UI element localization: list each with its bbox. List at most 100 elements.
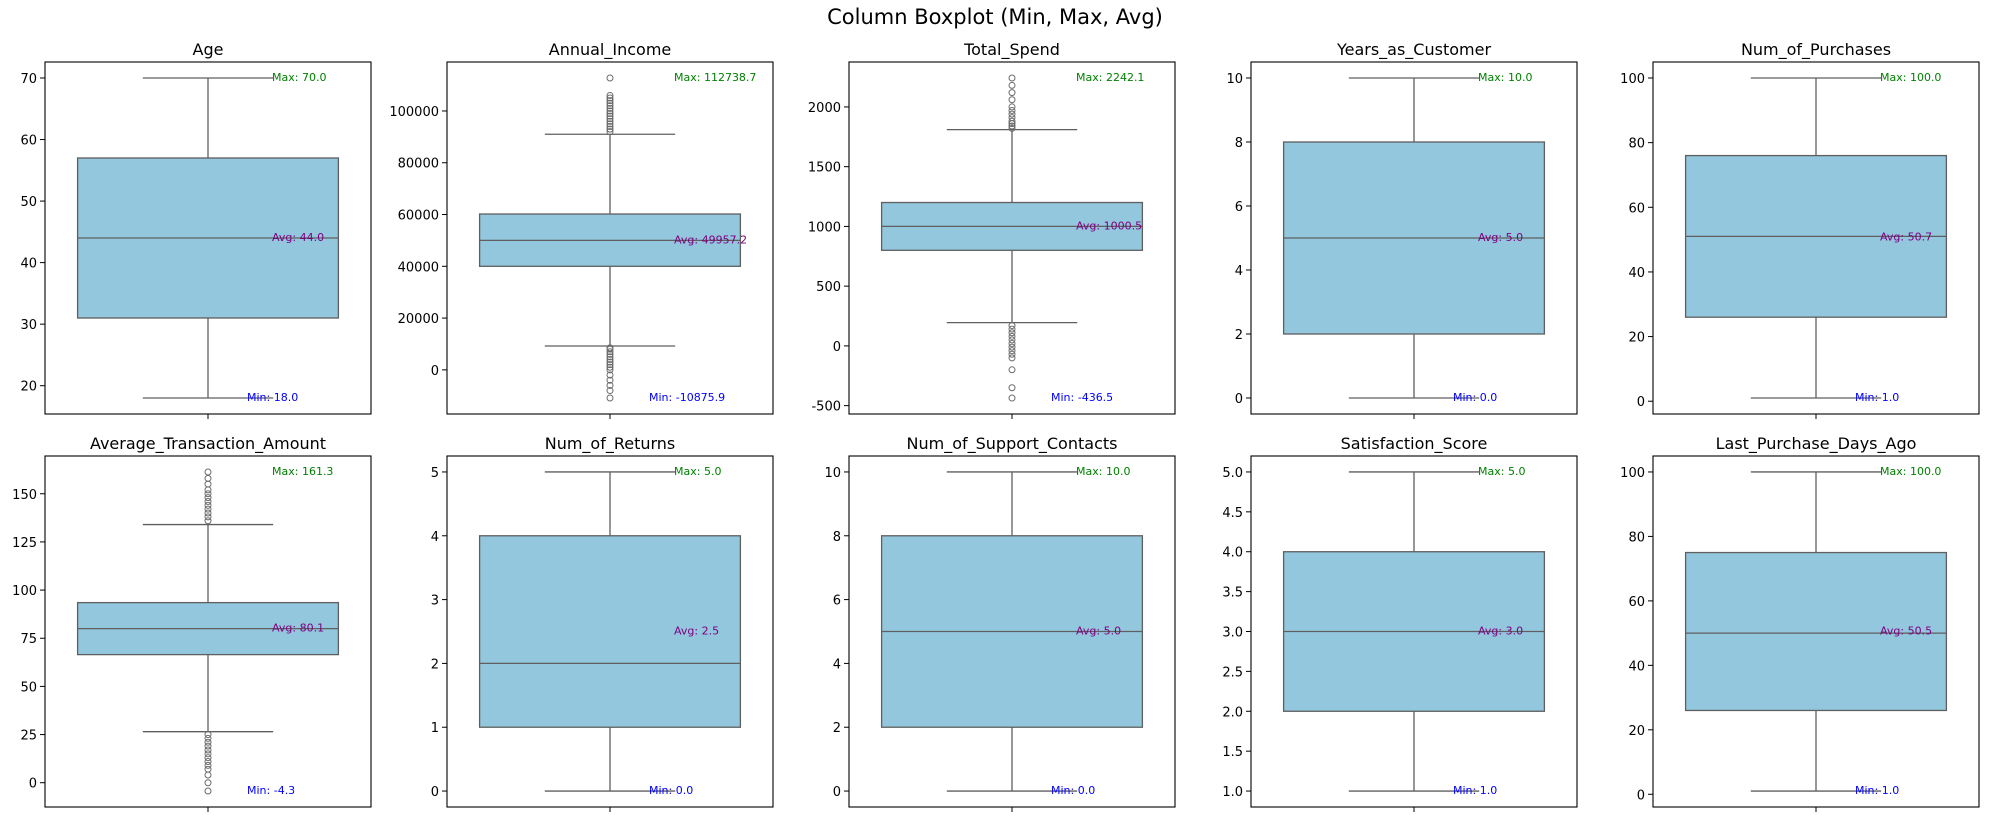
- outlier-point: [1008, 107, 1016, 115]
- outlier-point: [606, 345, 614, 353]
- outlier-point: [204, 771, 212, 779]
- y-tick-label: 0: [431, 364, 439, 379]
- y-tick-label: 4: [431, 530, 439, 545]
- y-tick-label: 5.0: [1222, 466, 1243, 481]
- y-tick-label: 100: [12, 584, 37, 599]
- avg-label: Avg: 3.0: [1478, 625, 1523, 638]
- min-label: Min: 18.0: [247, 391, 298, 404]
- outlier-point: [204, 754, 212, 762]
- y-tick-label: 2.5: [1222, 665, 1243, 680]
- avg-label: Avg: 80.1: [272, 621, 324, 634]
- y-tick-label: 2: [1235, 328, 1243, 343]
- outlier-point: [1008, 124, 1016, 132]
- max-label: Max: 100.0: [1880, 465, 1941, 478]
- outlier-point: [606, 348, 614, 356]
- y-tick-label: 2: [833, 721, 841, 736]
- avg-label: Avg: 50.7: [1880, 230, 1932, 243]
- y-tick-label: 40: [1628, 266, 1645, 281]
- outlier-point: [606, 94, 614, 102]
- avg-label: Avg: 44.0: [272, 231, 324, 244]
- y-tick-label: 4.0: [1222, 546, 1243, 561]
- axes-frame: [1652, 455, 1980, 808]
- y-tick-label: 60: [1628, 595, 1645, 610]
- y-tick-label: 5: [431, 466, 439, 481]
- y-tick-label: 0: [833, 340, 841, 355]
- outlier-point: [204, 497, 212, 505]
- outlier-point: [204, 513, 212, 521]
- iqr-box: [1684, 551, 1948, 712]
- max-label: Max: 161.3: [272, 465, 333, 478]
- outlier-point: [204, 731, 212, 739]
- outlier-point: [606, 355, 614, 363]
- y-tick-label: 8: [833, 530, 841, 545]
- min-label: Min: 1.0: [1855, 391, 1899, 404]
- avg-label: Avg: 5.0: [1478, 231, 1523, 244]
- outlier-point: [606, 104, 614, 112]
- min-label: Min: -10875.9: [649, 391, 725, 404]
- outlier-point: [606, 115, 614, 123]
- outlier-point: [204, 517, 212, 525]
- y-tick-label: 80000: [398, 157, 439, 172]
- outlier-point: [1008, 394, 1016, 402]
- outlier-point: [606, 112, 614, 120]
- outlier-point: [606, 110, 614, 118]
- max-label: Max: 10.0: [1478, 71, 1532, 84]
- panel-title: Satisfaction_Score: [1341, 434, 1488, 454]
- outlier-point: [204, 494, 212, 502]
- outlier-point: [606, 123, 614, 131]
- min-label: Min: 0.0: [649, 784, 693, 797]
- y-tick-label: 0: [431, 785, 439, 800]
- axes-frame: [1250, 455, 1578, 808]
- y-tick-label: 20: [1628, 724, 1645, 739]
- y-tick-label: 1000: [808, 220, 841, 235]
- min-label: Min: 1.0: [1855, 784, 1899, 797]
- y-tick-label: 40: [20, 257, 37, 272]
- y-tick-label: 4: [1235, 264, 1243, 279]
- y-tick-label: 10: [1226, 72, 1243, 87]
- outlier-point: [204, 480, 212, 488]
- outlier-point: [606, 381, 614, 389]
- panel-title: Average_Transaction_Amount: [90, 434, 326, 454]
- max-label: Max: 70.0: [272, 71, 326, 84]
- outlier-point: [1008, 103, 1016, 111]
- min-label: Min: -4.3: [247, 784, 295, 797]
- outlier-point: [606, 97, 614, 105]
- outlier-point: [204, 761, 212, 769]
- outlier-point: [204, 474, 212, 482]
- min-label: Min: 1.0: [1453, 784, 1497, 797]
- axes-frame: [44, 455, 372, 808]
- outlier-point: [1008, 336, 1016, 344]
- outlier-point: [204, 758, 212, 766]
- y-tick-label: 3.0: [1222, 626, 1243, 641]
- y-tick-label: 2: [431, 657, 439, 672]
- outlier-point: [606, 91, 614, 99]
- y-tick-label: 1: [431, 721, 439, 736]
- outlier-point: [1008, 366, 1016, 374]
- outlier-point: [1008, 325, 1016, 333]
- y-tick-label: 20: [20, 380, 37, 395]
- y-tick-label: 3: [431, 594, 439, 609]
- outlier-point: [606, 128, 614, 136]
- outlier-point: [606, 366, 614, 374]
- y-tick-label: 1.5: [1222, 745, 1243, 760]
- outlier-point: [606, 107, 614, 115]
- y-tick-label: 150: [12, 488, 37, 503]
- y-tick-label: 1.0: [1222, 785, 1243, 800]
- y-tick-label: 0: [1637, 788, 1645, 803]
- y-tick-label: 0: [1637, 395, 1645, 410]
- y-tick-label: 8: [1235, 136, 1243, 151]
- outlier-point: [204, 505, 212, 513]
- avg-label: Avg: 1000.5: [1076, 219, 1142, 232]
- outlier-point: [606, 361, 614, 369]
- y-tick-label: 60: [20, 134, 37, 149]
- outlier-point: [1008, 117, 1016, 125]
- outlier-point: [1008, 110, 1016, 118]
- y-tick-label: 4.5: [1222, 506, 1243, 521]
- y-tick-label: 125: [12, 536, 37, 551]
- y-tick-label: 0: [1235, 392, 1243, 407]
- outlier-point: [1008, 122, 1016, 130]
- axes-frame: [848, 455, 1176, 808]
- y-tick-label: 100: [1620, 466, 1645, 481]
- outlier-point: [1008, 81, 1016, 89]
